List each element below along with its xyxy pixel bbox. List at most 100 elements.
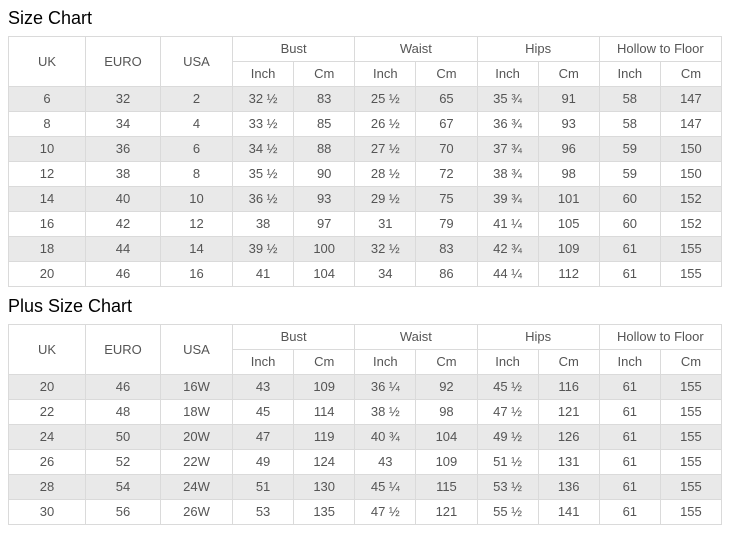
- table-cell: 61: [598, 374, 661, 400]
- table-cell: 61: [598, 399, 661, 425]
- table-cell: 91: [537, 86, 600, 112]
- column-group-hollow-to-floor: Hollow to Floor: [598, 324, 723, 350]
- table-cell: 51 ½: [476, 449, 539, 475]
- table-cell: 104: [415, 424, 478, 450]
- table-cell: 14: [160, 236, 233, 262]
- table-cell: 90: [293, 161, 356, 187]
- table-cell: 8: [160, 161, 233, 187]
- table-cell: 85: [293, 111, 356, 137]
- table-cell: 150: [659, 161, 723, 187]
- size-chart-table: UK EURO USA Bust Waist Hips Hollow to Fl…: [8, 36, 723, 287]
- table-cell: 83: [293, 86, 356, 112]
- table-cell: 58: [598, 111, 661, 137]
- table-cell: 58: [598, 86, 661, 112]
- column-subheader-cm: Cm: [659, 349, 723, 375]
- table-cell: 93: [537, 111, 600, 137]
- table-cell: 155: [659, 399, 723, 425]
- column-subheader-inch: Inch: [231, 349, 295, 375]
- table-cell: 46: [85, 261, 161, 287]
- table-cell: 6: [8, 86, 86, 112]
- table-cell: 50: [85, 424, 161, 450]
- table-cell: 43: [354, 449, 417, 475]
- table-cell: 92: [415, 374, 478, 400]
- table-cell: 32 ½: [354, 236, 417, 262]
- table-cell: 109: [415, 449, 478, 475]
- column-subheader-cm: Cm: [537, 61, 600, 87]
- table-cell: 28 ½: [354, 161, 417, 187]
- column-subheader-cm: Cm: [537, 349, 600, 375]
- table-cell: 49: [231, 449, 295, 475]
- table-cell: 98: [537, 161, 600, 187]
- table-cell: 38: [231, 211, 295, 237]
- table-row: 18 44 14 39 ½ 100 32 ½ 83 42 ¾ 109 61 155: [8, 236, 723, 262]
- table-cell: 46: [85, 374, 161, 400]
- table-cell: 36: [85, 136, 161, 162]
- column-group-bust: Bust: [231, 324, 356, 350]
- table-cell: 44 ¼: [476, 261, 539, 287]
- table-cell: 20W: [160, 424, 233, 450]
- column-header-usa: USA: [160, 36, 233, 87]
- table-cell: 45 ¼: [354, 474, 417, 500]
- table-cell: 53 ½: [476, 474, 539, 500]
- table-cell: 52: [85, 449, 161, 475]
- column-header-euro: EURO: [85, 36, 161, 87]
- column-subheader-inch: Inch: [231, 61, 295, 87]
- plus-size-chart-table: UK EURO USA Bust Waist Hips Hollow to Fl…: [8, 324, 723, 525]
- table-cell: 155: [659, 499, 723, 525]
- table-cell: 2: [160, 86, 233, 112]
- table-cell: 135: [293, 499, 356, 525]
- table-cell: 24W: [160, 474, 233, 500]
- table-cell: 26W: [160, 499, 233, 525]
- table-row: 30 56 26W 53 135 47 ½ 121 55 ½ 141 61 155: [8, 499, 723, 525]
- table-cell: 32 ½: [231, 86, 295, 112]
- table-cell: 47 ½: [354, 499, 417, 525]
- table-row: 20 46 16W 43 109 36 ¼ 92 45 ½ 116 61 155: [8, 374, 723, 400]
- table-row: 20 46 16 41 104 34 86 44 ¼ 112 61 155: [8, 261, 723, 287]
- size-chart-table-header: UK EURO USA Bust Waist Hips Hollow to Fl…: [8, 36, 723, 87]
- column-subheader-cm: Cm: [415, 349, 478, 375]
- table-cell: 61: [598, 424, 661, 450]
- column-group-hips: Hips: [476, 36, 600, 62]
- size-chart-section: Size Chart UK EURO USA Bust Waist Hips H…: [8, 8, 723, 287]
- table-row: 22 48 18W 45 114 38 ½ 98 47 ½ 121 61 155: [8, 399, 723, 425]
- table-cell: 115: [415, 474, 478, 500]
- table-cell: 56: [85, 499, 161, 525]
- column-subheader-cm: Cm: [293, 61, 356, 87]
- column-subheader-cm: Cm: [293, 349, 356, 375]
- table-cell: 61: [598, 261, 661, 287]
- table-row: 6 32 2 32 ½ 83 25 ½ 65 35 ¾ 91 58 147: [8, 86, 723, 112]
- table-cell: 119: [293, 424, 356, 450]
- column-header-uk: UK: [8, 36, 86, 87]
- table-cell: 22W: [160, 449, 233, 475]
- table-cell: 88: [293, 136, 356, 162]
- table-cell: 130: [293, 474, 356, 500]
- table-cell: 131: [537, 449, 600, 475]
- table-cell: 30: [8, 499, 86, 525]
- table-cell: 152: [659, 186, 723, 212]
- table-cell: 38 ¾: [476, 161, 539, 187]
- table-cell: 10: [8, 136, 86, 162]
- table-cell: 12: [8, 161, 86, 187]
- table-cell: 100: [293, 236, 356, 262]
- table-cell: 47 ½: [476, 399, 539, 425]
- table-cell: 16: [8, 211, 86, 237]
- table-cell: 25 ½: [354, 86, 417, 112]
- table-row: 10 36 6 34 ½ 88 27 ½ 70 37 ¾ 96 59 150: [8, 136, 723, 162]
- table-cell: 61: [598, 236, 661, 262]
- table-row: 14 40 10 36 ½ 93 29 ½ 75 39 ¾ 101 60 152: [8, 186, 723, 212]
- table-cell: 96: [537, 136, 600, 162]
- column-group-hips: Hips: [476, 324, 600, 350]
- table-cell: 27 ½: [354, 136, 417, 162]
- table-cell: 59: [598, 161, 661, 187]
- table-cell: 36 ½: [231, 186, 295, 212]
- table-row: 24 50 20W 47 119 40 ¾ 104 49 ½ 126 61 155: [8, 424, 723, 450]
- table-cell: 116: [537, 374, 600, 400]
- table-cell: 14: [8, 186, 86, 212]
- table-cell: 31: [354, 211, 417, 237]
- table-cell: 6: [160, 136, 233, 162]
- table-cell: 24: [8, 424, 86, 450]
- table-cell: 18W: [160, 399, 233, 425]
- table-cell: 39 ¾: [476, 186, 539, 212]
- table-cell: 155: [659, 261, 723, 287]
- table-row: 26 52 22W 49 124 43 109 51 ½ 131 61 155: [8, 449, 723, 475]
